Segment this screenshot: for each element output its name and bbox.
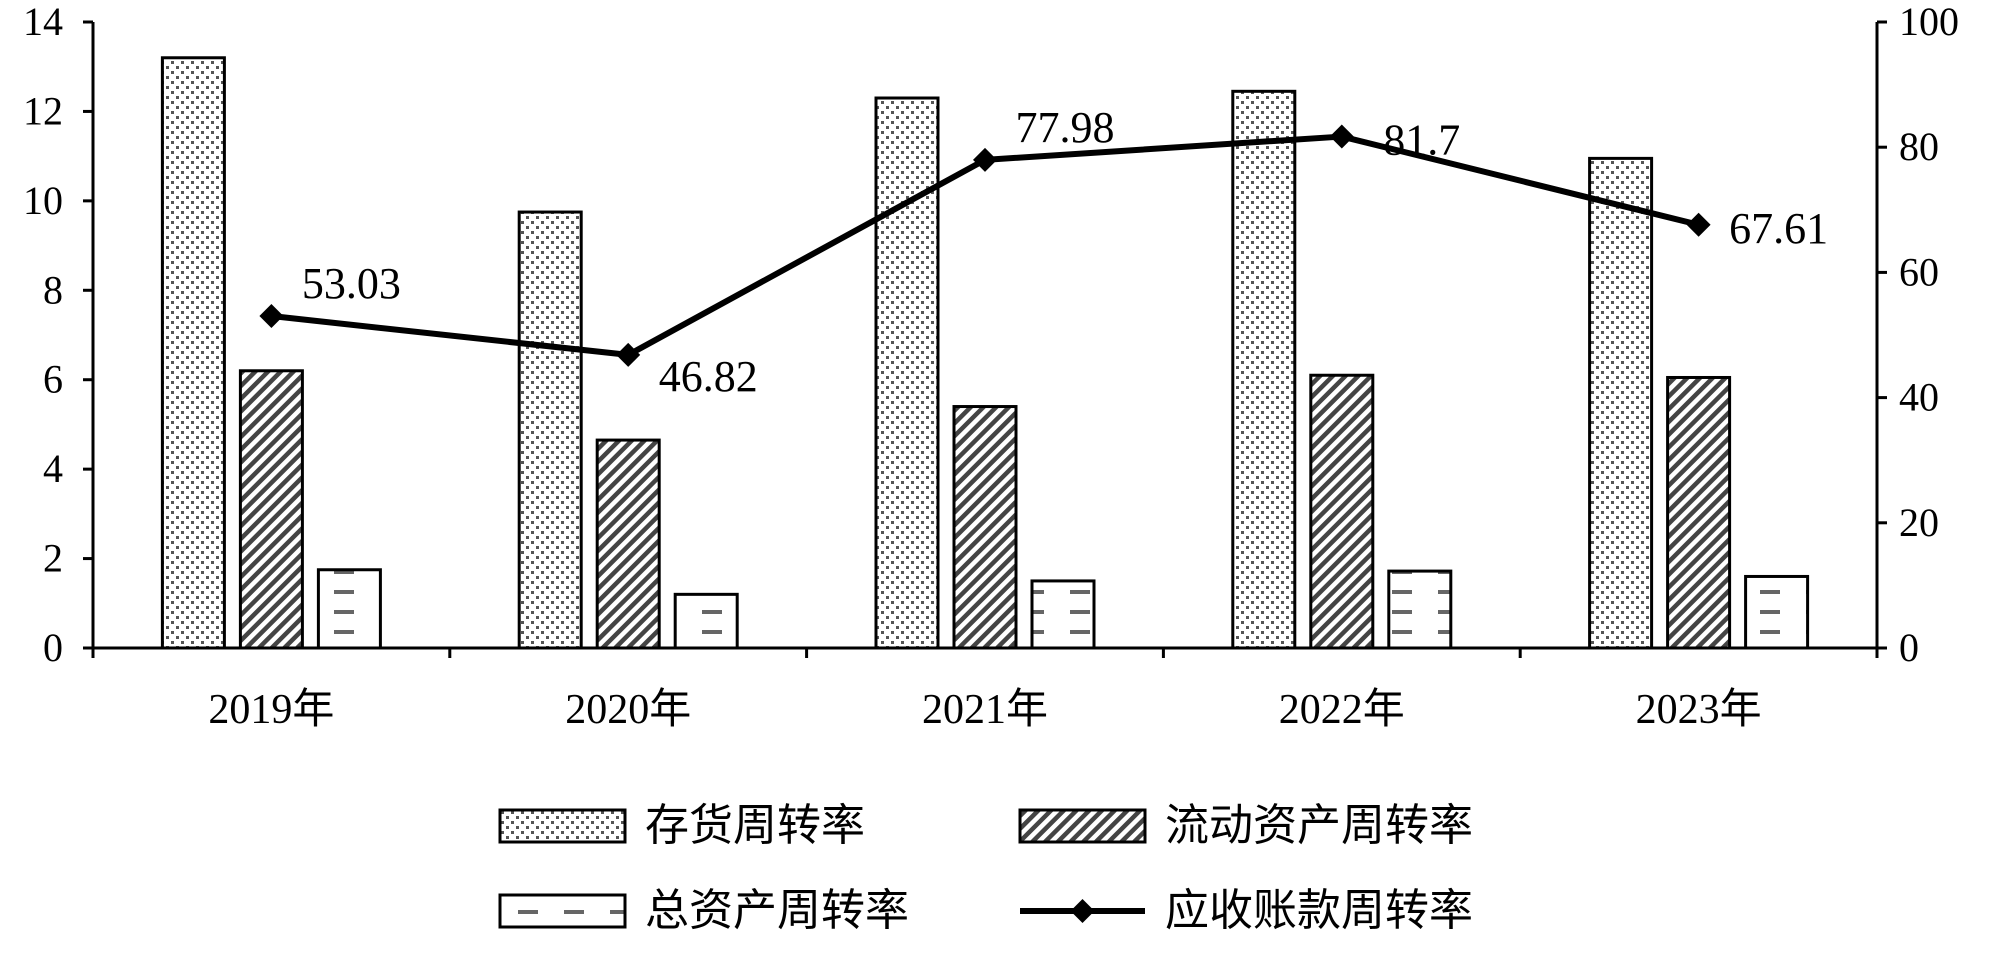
x-category-label: 2020年 bbox=[565, 686, 691, 733]
legend-label: 存货周转率 bbox=[645, 801, 865, 850]
x-category-label: 2021年 bbox=[922, 686, 1048, 733]
legend-label: 总资产周转率 bbox=[645, 886, 909, 935]
x-category-label: 2022年 bbox=[1279, 686, 1405, 733]
legend-swatch-dashes bbox=[498, 893, 627, 929]
legend-label: 流动资产周转率 bbox=[1165, 801, 1473, 850]
line-point-marker-3 bbox=[1329, 124, 1354, 149]
legend-swatch-diagonal-hatch bbox=[1018, 808, 1147, 844]
bar-diagonal-hatch-1 bbox=[595, 438, 661, 650]
legend-swatch-marker bbox=[1070, 899, 1095, 923]
y-right-tick-label: 40 bbox=[1899, 375, 1939, 420]
y-left-tick-label: 2 bbox=[43, 536, 63, 581]
y-left-tick-label: 0 bbox=[43, 625, 63, 670]
y-left-tick-label: 4 bbox=[43, 446, 63, 491]
y-right-tick-label: 100 bbox=[1899, 0, 1959, 44]
x-category-label: 2019年 bbox=[208, 686, 334, 733]
line-point-marker-1 bbox=[616, 342, 641, 367]
legend-swatch-dots bbox=[498, 808, 627, 844]
y-left-tick-label: 12 bbox=[23, 88, 63, 133]
bar-dots-2 bbox=[874, 96, 940, 650]
y-left-tick-label: 10 bbox=[23, 178, 63, 223]
y-right-tick-label: 20 bbox=[1899, 500, 1939, 545]
line-point-marker-2 bbox=[973, 147, 997, 172]
bar-diagonal-hatch-2 bbox=[952, 405, 1018, 650]
bar-dots-0 bbox=[160, 56, 226, 650]
bar-dashes-4 bbox=[1744, 574, 1810, 650]
x-category-label: 2023年 bbox=[1636, 686, 1762, 733]
y-left-tick-label: 8 bbox=[43, 267, 63, 312]
bars bbox=[160, 56, 1810, 650]
bar-dots-1 bbox=[517, 210, 583, 650]
line-series bbox=[259, 124, 1711, 367]
data-labels: 53.03 46.82 77.98 81.7 67.61 bbox=[302, 103, 1828, 401]
y-right-tick-label: 60 bbox=[1899, 249, 1939, 294]
line-data-label: 67.61 bbox=[1729, 204, 1828, 253]
line-point-marker-4 bbox=[1686, 212, 1711, 237]
line-data-label: 46.82 bbox=[659, 352, 758, 401]
axes: 0 2 4 6 8 10 12 14 0 20 40 60 80 100 2019年 2020年 2021年 20… bbox=[23, 0, 1959, 733]
bar-dots-3 bbox=[1231, 89, 1297, 650]
y-left-tick-label: 14 bbox=[23, 0, 63, 44]
bar-dashes-0 bbox=[316, 568, 382, 650]
bar-dashes-3 bbox=[1387, 569, 1453, 650]
line-data-label: 53.03 bbox=[302, 259, 401, 308]
y-right-tick-label: 0 bbox=[1899, 625, 1919, 670]
y-left-tick-label: 6 bbox=[43, 357, 63, 402]
bar-dashes-1 bbox=[673, 592, 739, 650]
bar-diagonal-hatch-0 bbox=[238, 369, 304, 650]
bar-dots-4 bbox=[1588, 156, 1654, 650]
line-point-marker-0 bbox=[259, 304, 284, 329]
line-data-label: 81.7 bbox=[1383, 116, 1460, 165]
line-data-label: 77.98 bbox=[1016, 103, 1115, 152]
bar-diagonal-hatch-4 bbox=[1666, 375, 1732, 650]
bar-diagonal-hatch-3 bbox=[1309, 373, 1375, 650]
y-right-tick-label: 80 bbox=[1899, 124, 1939, 169]
legend-label: 应收账款周转率 bbox=[1165, 886, 1473, 935]
bar-dashes-2 bbox=[1030, 579, 1096, 650]
